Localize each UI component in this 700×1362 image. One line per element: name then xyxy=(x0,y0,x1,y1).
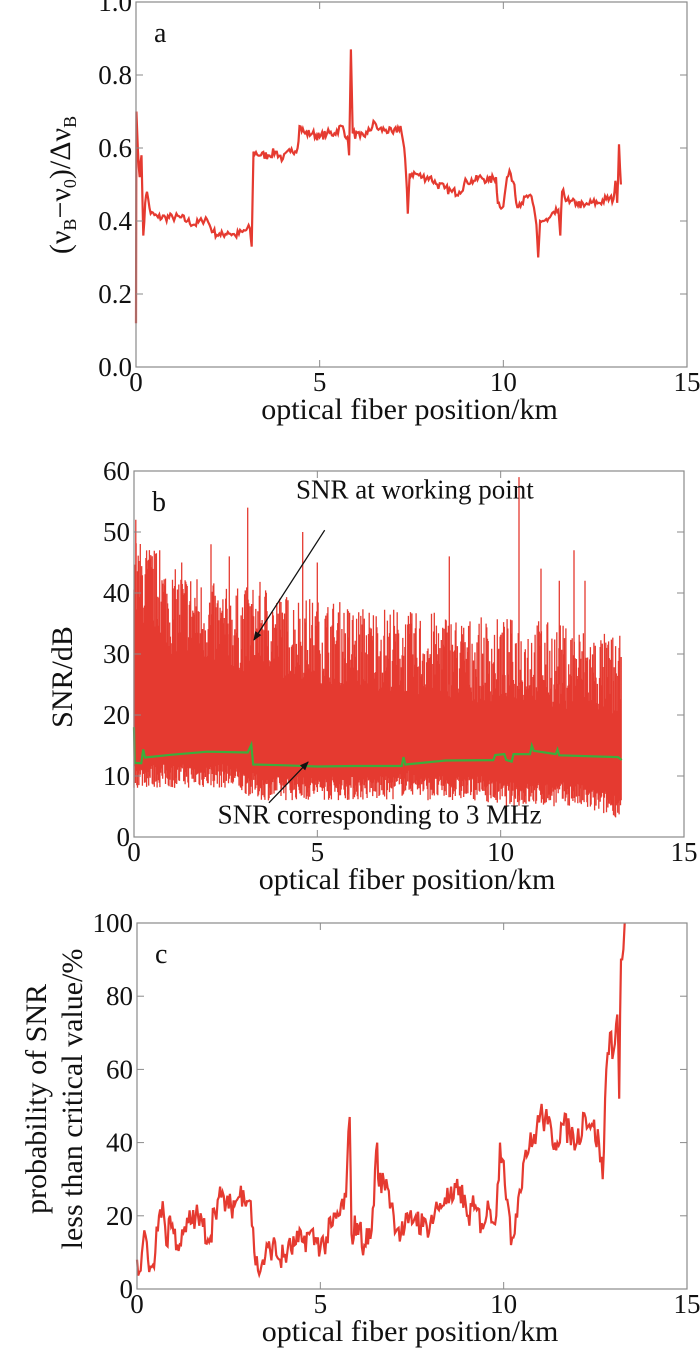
y-tick-label: 0 xyxy=(117,822,131,852)
x-tick-label: 0 xyxy=(130,1289,144,1319)
y-axis-title-line: less than critical value/% xyxy=(56,949,89,1250)
x-tick-label: 5 xyxy=(311,837,325,867)
y-tick-label: 50 xyxy=(103,517,130,547)
y-tick-label: 60 xyxy=(103,456,130,486)
y-tick-label: 40 xyxy=(103,578,130,608)
y-axis-title-subscript: B xyxy=(60,219,80,231)
y-tick-label: 0 xyxy=(120,1274,134,1304)
x-tick-label: 0 xyxy=(127,837,141,867)
y-axis-title: SNR/dB xyxy=(46,626,79,728)
y-axis-title-part: −ν xyxy=(44,188,77,218)
y-axis-title-part: (ν xyxy=(44,231,77,255)
x-axis-title: optical fiber position/km xyxy=(259,863,556,896)
y-tick-label: 0.0 xyxy=(98,352,132,382)
y-axis-title-line: probability of SNR xyxy=(20,984,53,1214)
x-tick-label: 10 xyxy=(490,367,517,397)
y-axis-title-part: )/Δν xyxy=(44,128,77,179)
y-tick-label: 0.6 xyxy=(98,133,132,163)
x-axis-title: optical fiber position/km xyxy=(262,1315,559,1348)
y-tick-label: 80 xyxy=(106,981,133,1011)
x-tick-label: 5 xyxy=(313,367,327,397)
x-axis-title: optical fiber position/km xyxy=(261,393,558,426)
y-axis-title: (νB−ν0)/ΔνB xyxy=(44,116,80,254)
y-axis-title-subscript: B xyxy=(60,116,80,128)
y-tick-label: 60 xyxy=(106,1054,133,1084)
y-tick-label: 40 xyxy=(106,1128,133,1158)
snr-3mhz-line xyxy=(132,727,623,768)
annotation-arrow xyxy=(253,529,326,641)
x-tick-label: 5 xyxy=(314,1289,328,1319)
y-tick-label: 30 xyxy=(103,639,130,669)
panel-c: 0 5 10 15 0 20 40 60 80 100 c optical fiber positio… xyxy=(20,908,700,1348)
x-tick-label: 0 xyxy=(129,367,143,397)
panel-b: SNR at working point SNR corresponding to… xyxy=(46,456,698,896)
panel-a: 0 5 10 15 0.0 0.2 0.4 0.6 0.8 1.0 a optical fiber p… xyxy=(44,0,700,426)
plot-frame xyxy=(136,922,688,1290)
data-line-c xyxy=(135,922,626,1279)
y-tick-label: 20 xyxy=(103,700,130,730)
x-tick-label: 15 xyxy=(674,1289,700,1319)
annotation-label: SNR at working point xyxy=(296,474,534,504)
panel-label: b xyxy=(152,487,166,518)
y-tick-label: 0.4 xyxy=(98,206,132,236)
panel-label: c xyxy=(155,939,167,970)
annotation-arrow xyxy=(268,761,309,804)
y-axis-title-subscript: 0 xyxy=(60,179,80,188)
x-tick-label: 15 xyxy=(674,367,700,397)
y-tick-label: 1.0 xyxy=(98,0,132,17)
y-tick-label: 20 xyxy=(106,1201,133,1231)
data-line-a xyxy=(134,49,622,324)
y-tick-label: 10 xyxy=(103,761,130,791)
y-tick-label: 0.8 xyxy=(98,60,132,90)
plot-frame xyxy=(135,1,688,368)
panel-label: a xyxy=(154,18,167,49)
y-tick-label: 100 xyxy=(93,908,134,938)
x-tick-label: 15 xyxy=(671,837,698,867)
y-tick-label: 0.2 xyxy=(98,279,132,309)
x-tick-label: 10 xyxy=(490,1289,517,1319)
annotation-label: SNR corresponding to 3 MHz xyxy=(218,800,542,830)
x-tick-label: 10 xyxy=(487,837,514,867)
